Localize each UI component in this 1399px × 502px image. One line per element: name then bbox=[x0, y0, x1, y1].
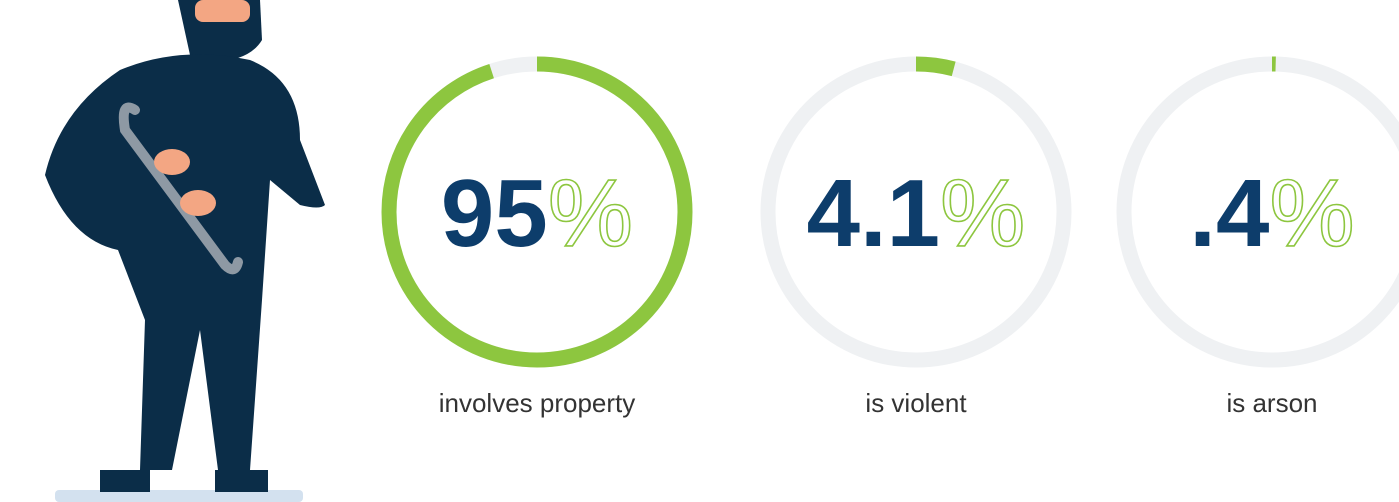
value-number: 4.1 bbox=[807, 160, 940, 267]
value-unit: % bbox=[548, 160, 633, 267]
value-unit: % bbox=[1269, 160, 1354, 267]
value-number: .4 bbox=[1189, 160, 1269, 267]
value-number: 95 bbox=[441, 160, 548, 267]
gauge-label: is arson bbox=[1226, 388, 1317, 418]
gauge-value: .4% bbox=[1189, 160, 1354, 267]
gauge-value: 95% bbox=[441, 160, 633, 267]
gauge-label: is violent bbox=[865, 388, 967, 418]
value-unit: % bbox=[940, 160, 1025, 267]
infographic: 95% involves property 4.1% is violent .4% is … bbox=[0, 0, 1399, 502]
gauge-value: 4.1% bbox=[807, 160, 1026, 267]
burglar-illustration bbox=[45, 0, 325, 502]
gauge-label: involves property bbox=[439, 388, 636, 418]
